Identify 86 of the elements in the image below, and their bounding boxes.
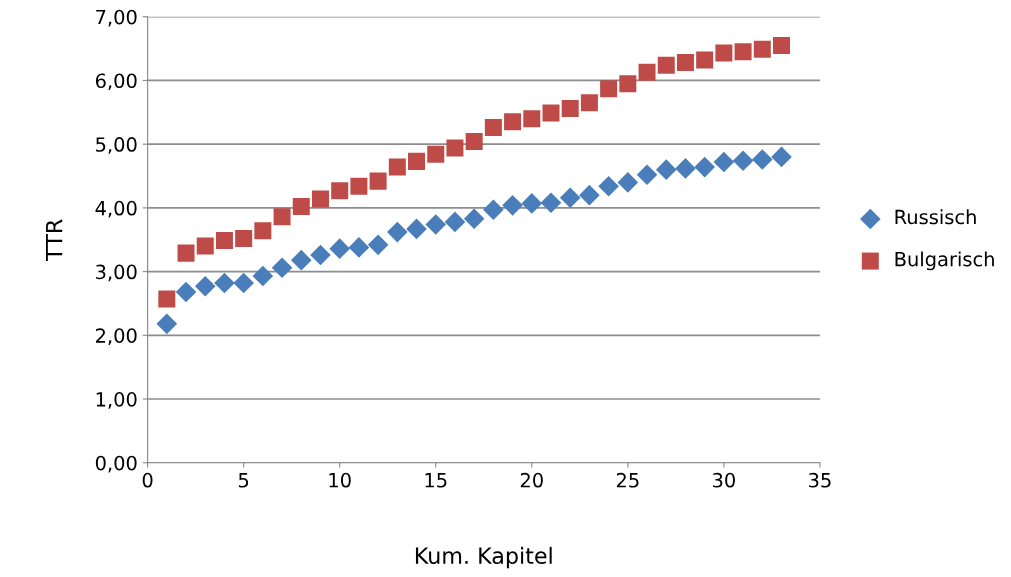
- legend-label: Bulgarisch: [895, 251, 994, 271]
- point: [387, 221, 408, 243]
- point: [254, 222, 272, 240]
- point: [502, 195, 523, 216]
- point: [675, 158, 696, 179]
- point: [504, 113, 522, 131]
- x-tick-label: 10: [329, 472, 351, 488]
- point: [233, 272, 254, 294]
- point: [676, 54, 694, 72]
- point: [696, 51, 714, 69]
- point: [367, 234, 389, 256]
- point: [484, 119, 502, 137]
- point: [580, 94, 598, 112]
- point: [773, 36, 791, 54]
- point: [156, 313, 178, 335]
- point: [598, 175, 619, 197]
- point: [753, 40, 771, 58]
- point: [158, 290, 176, 308]
- point: [638, 63, 656, 81]
- point: [523, 110, 541, 128]
- x-axis-title: Kum. Kapitel: [415, 546, 552, 569]
- point: [617, 172, 639, 193]
- point: [542, 104, 560, 122]
- point: [559, 187, 581, 208]
- x-tick-label: 5: [238, 473, 249, 488]
- x-tick-label: 25: [616, 472, 639, 488]
- point: [388, 158, 406, 176]
- point: [771, 146, 792, 168]
- point: [463, 208, 485, 230]
- point: [214, 272, 235, 294]
- point: [694, 156, 715, 178]
- point: [751, 149, 773, 170]
- point: [175, 281, 197, 303]
- x-tick-label: 20: [520, 472, 543, 488]
- point: [310, 244, 331, 266]
- y-tick-label: 2,00: [96, 328, 137, 345]
- point: [636, 164, 658, 186]
- point: [194, 275, 216, 297]
- point: [425, 214, 447, 235]
- point: [657, 56, 675, 74]
- y-axis-title: TTR: [45, 219, 63, 261]
- y-tick-label: 1,00: [96, 391, 137, 409]
- y-tick-label: 7,00: [96, 9, 137, 27]
- point: [408, 152, 426, 170]
- point: [292, 198, 310, 216]
- y-tick-label: 5,00: [96, 137, 137, 154]
- point: [446, 139, 464, 157]
- point: [579, 184, 600, 206]
- point: [350, 177, 368, 195]
- point: [273, 208, 291, 226]
- point: [715, 44, 733, 62]
- point: [483, 199, 504, 221]
- point: [655, 159, 677, 180]
- point: [734, 43, 752, 61]
- point: [331, 182, 349, 200]
- x-tick-label: 30: [712, 472, 735, 488]
- point: [215, 231, 233, 249]
- x-tick-label: 15: [425, 473, 447, 488]
- x-tick-label: 35: [809, 472, 831, 488]
- point: [235, 229, 253, 247]
- point: [732, 150, 754, 172]
- point: [311, 190, 329, 208]
- x-tick-label: 0: [142, 472, 153, 488]
- point: [271, 257, 293, 279]
- point: [561, 99, 579, 117]
- point: [290, 249, 312, 271]
- point: [406, 218, 427, 240]
- legend-label: Russisch: [895, 209, 976, 225]
- y-tick-label: 0,00: [95, 455, 137, 473]
- point: [444, 211, 466, 233]
- point: [713, 151, 735, 173]
- point: [521, 193, 543, 214]
- point: [465, 133, 483, 151]
- y-tick-label: 3,00: [96, 264, 137, 282]
- point: [252, 265, 274, 287]
- point: [369, 172, 387, 190]
- y-tick-label: 4,00: [95, 200, 137, 218]
- point: [348, 237, 370, 258]
- point: [329, 238, 350, 259]
- point: [177, 244, 195, 262]
- point: [427, 145, 445, 163]
- point: [600, 80, 618, 98]
- point: [196, 237, 214, 255]
- point: [619, 75, 637, 93]
- y-tick-label: 6,00: [95, 73, 137, 91]
- point: [540, 192, 562, 214]
